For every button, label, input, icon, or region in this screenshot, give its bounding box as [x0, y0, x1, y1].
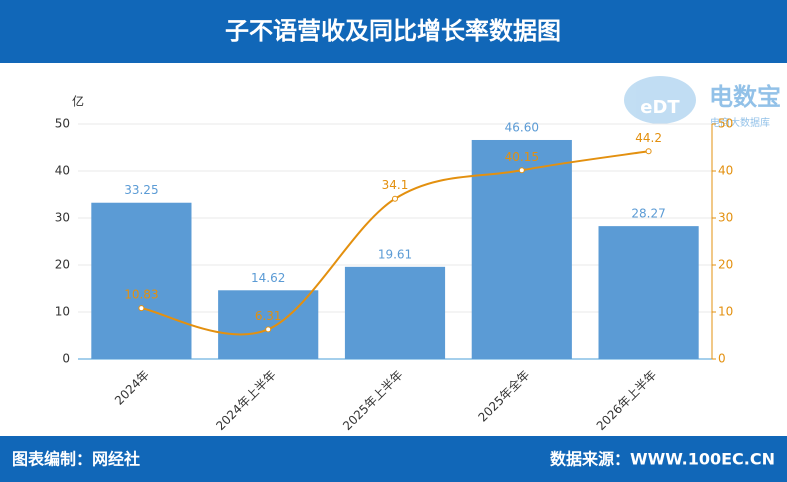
y2-tick-label: 10	[718, 305, 733, 319]
line-label: 40.15	[505, 150, 539, 164]
bar	[344, 266, 446, 359]
y-tick-label: 30	[55, 211, 70, 225]
line-label: 44.2	[635, 131, 662, 145]
footer-band	[0, 436, 787, 482]
y-tick-label: 40	[55, 164, 70, 178]
bar-label: 19.61	[378, 247, 412, 261]
logo-cloud	[624, 76, 696, 124]
bar-label: 14.62	[251, 271, 285, 285]
y2-tick-label: 0	[718, 352, 726, 366]
title: 子不语营收及同比增长率数据图	[225, 17, 561, 45]
logo-tagline: 电商大数据库	[710, 116, 770, 129]
watermark: eDT 电数宝 电商大数据库	[624, 76, 781, 129]
x-tick-label: 2026年上半年	[594, 368, 659, 433]
line-label: 10.83	[124, 288, 158, 302]
y-tick-label: 50	[55, 117, 70, 131]
footer-right: 数据来源：WWW.100EC.CN	[550, 450, 775, 469]
line-point	[138, 305, 145, 312]
y2-tick-label: 50	[718, 117, 733, 131]
y-tick-label: 0	[62, 352, 70, 366]
line-label: 34.1	[382, 178, 409, 192]
y-tick-label: 20	[55, 258, 70, 272]
bar-label: 28.27	[631, 207, 665, 221]
footer-left: 图表编制：网经社	[12, 450, 140, 469]
line-point	[645, 148, 652, 155]
y2-tick-label: 20	[718, 258, 733, 272]
line-point	[265, 326, 272, 333]
header-band	[0, 0, 787, 63]
logo: eDT	[640, 97, 680, 118]
y-tick-label: 10	[55, 305, 70, 319]
bar-label: 33.25	[124, 183, 158, 197]
bar-label: 46.60	[505, 120, 539, 134]
y2-tick-label: 30	[718, 211, 733, 225]
line-label: 6.31	[255, 309, 282, 323]
bar	[598, 226, 699, 359]
y2-tick-label: 40	[718, 164, 733, 178]
x-tick-label: 2025年上半年	[340, 368, 405, 433]
bar	[471, 139, 572, 359]
y-unit: 亿	[72, 94, 84, 109]
x-tick-label: 2024年	[112, 368, 152, 408]
bar	[91, 202, 192, 359]
x-tick-label: 2024年上半年	[213, 368, 278, 433]
x-tick-label: 2025年全年	[475, 367, 533, 425]
line-point	[392, 195, 398, 202]
line-point	[518, 167, 525, 174]
logo-name: 电数宝	[709, 83, 781, 111]
